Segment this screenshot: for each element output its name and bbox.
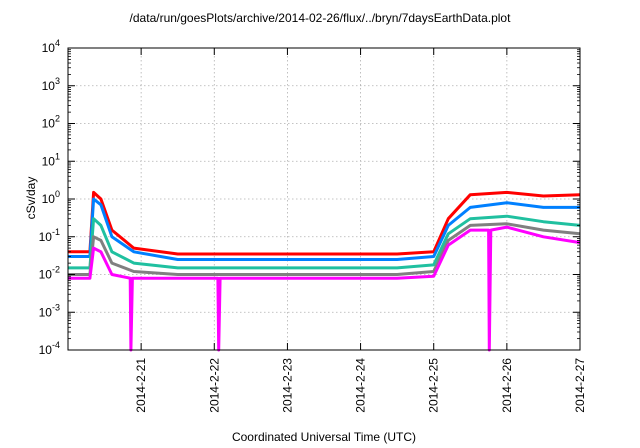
series-group [68, 190, 581, 352]
x-tick-label: 2014-2-26 [500, 358, 514, 413]
y-tick-label: 100 [42, 189, 60, 206]
series-line [68, 222, 581, 276]
series-line [68, 214, 581, 270]
y-tick-label: 10-4 [39, 340, 60, 357]
x-tick-label: 2014-2-24 [354, 358, 368, 413]
y-tick-label: 10-2 [39, 265, 60, 282]
y-tick-label: 10-3 [39, 302, 60, 319]
y-tick-label: 101 [42, 151, 60, 168]
x-axis-label: Coordinated Universal Time (UTC) [231, 430, 417, 444]
series-line [68, 197, 580, 261]
x-tick-label: 2014-2-27 [573, 358, 587, 413]
series-line [68, 190, 581, 256]
x-tick-label: 2014-2-22 [207, 358, 221, 413]
grid [68, 48, 580, 350]
y-tick-label: 102 [42, 114, 60, 131]
y-tick-label: 103 [42, 76, 60, 93]
y-tick-label: 10-1 [39, 227, 60, 244]
chart-title: /data/run/goesPlots/archive/2014-02-26/f… [129, 11, 511, 25]
y-axis-label: cSv/day [24, 176, 38, 220]
series-line [68, 225, 581, 352]
x-tick-label: 2014-2-21 [134, 358, 148, 413]
ticks: 10-4 10-3 10-2 10-1 100 101 102 103 104 2014-2-21… [39, 38, 587, 413]
x-tick-label: 2014-2-23 [280, 358, 294, 413]
y-tick-label: 104 [42, 38, 60, 55]
x-tick-label: 2014-2-25 [427, 358, 441, 413]
